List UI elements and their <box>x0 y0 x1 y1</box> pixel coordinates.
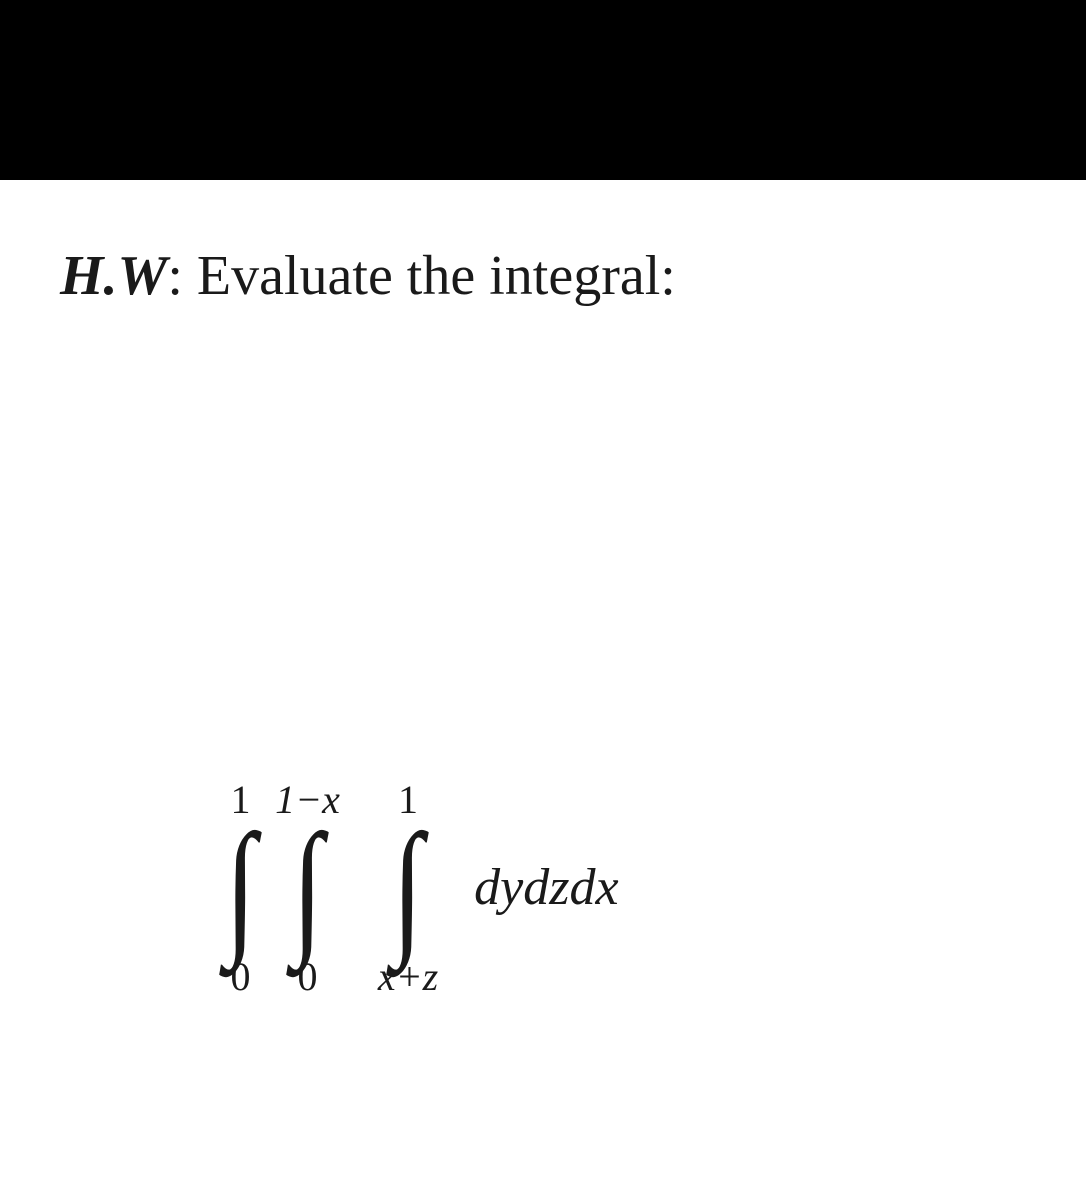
integral-2: 1−x ∫ 0 <box>275 773 340 1003</box>
integral-sign-1: ∫ <box>225 823 256 953</box>
integral-sign-3: ∫ <box>393 823 424 953</box>
integral-1: 1 ∫ 0 <box>220 773 261 1003</box>
integral-3: 1 ∫ x+z <box>378 773 438 1003</box>
integral-row: 1 ∫ 0 1−x ∫ 0 1 ∫ x+z dydzdx <box>220 773 1026 1003</box>
integral-expression: 1 ∫ 0 1−x ∫ 0 1 ∫ x+z dydzdx <box>220 773 1026 1003</box>
top-black-bar <box>0 0 1086 180</box>
heading: H.W: Evaluate the integral: <box>60 240 1026 313</box>
document-content: H.W: Evaluate the integral: 1 ∫ 0 1−x ∫ … <box>0 180 1086 1003</box>
hw-label: H.W <box>60 245 167 307</box>
integral-sign-2: ∫ <box>292 823 323 953</box>
heading-text: : Evaluate the integral: <box>167 245 675 307</box>
integrand: dydzdx <box>474 858 618 917</box>
